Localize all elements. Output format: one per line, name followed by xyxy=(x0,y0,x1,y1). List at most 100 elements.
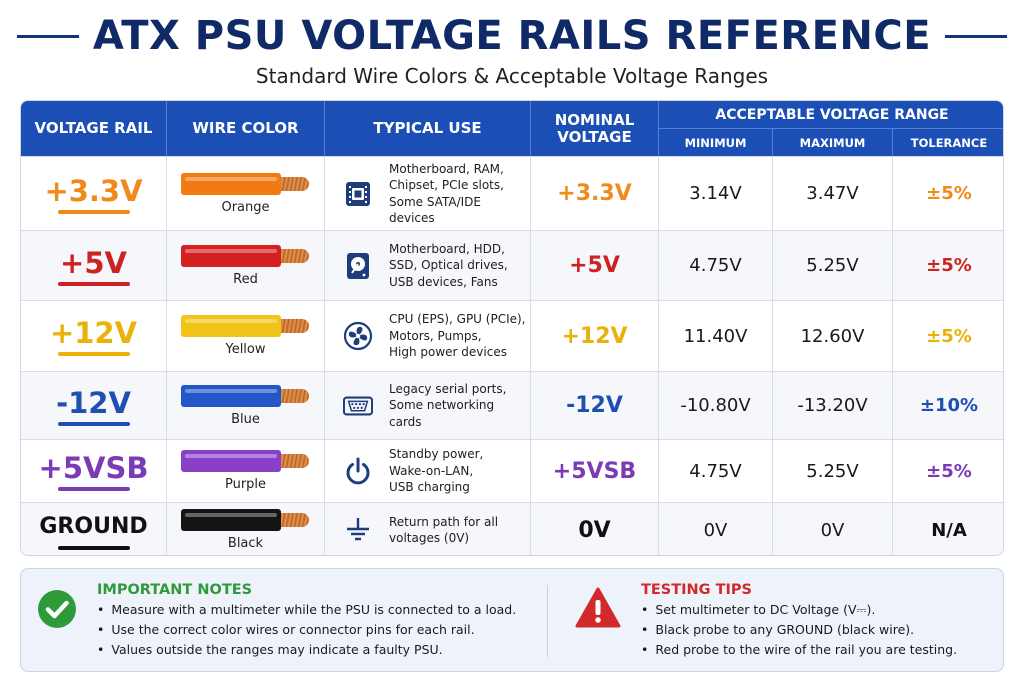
max-voltage: -13.20V xyxy=(797,395,868,416)
rail-label: GROUND xyxy=(39,514,148,539)
min-voltage: 0V xyxy=(703,519,728,541)
use-cell: Legacy serial ports, Some networking cards xyxy=(325,372,531,439)
tolerance-cell: ±5% xyxy=(893,440,1003,502)
wire-color-name: Blue xyxy=(231,411,260,427)
max-cell: -13.20V xyxy=(773,372,893,439)
typical-use-line: Some networking xyxy=(389,398,495,413)
typical-use-line: SSD, Optical drives, xyxy=(389,258,508,273)
nominal-voltage: 0V xyxy=(578,517,611,543)
table-header: VOLTAGE RAIL WIRE COLOR TYPICAL USE NOMI… xyxy=(21,101,1003,156)
nominal-cell: +5V xyxy=(531,231,659,300)
rail-label: +12V xyxy=(49,316,138,350)
rail-label: +5VSB xyxy=(38,451,149,485)
min-voltage: 3.14V xyxy=(689,183,742,204)
tolerance-cell: N/A xyxy=(893,503,1003,555)
table-row: +12V Yellow CPU (EPS), GPU (PCIe), Motors, … xyxy=(21,300,1003,371)
note-item: Black probe to any GROUND (black wire). xyxy=(641,620,957,640)
min-voltage: 11.40V xyxy=(683,325,748,347)
tolerance-cell: ±10% xyxy=(893,372,1003,439)
title-rule-right xyxy=(945,34,1008,38)
max-cell: 3.47V xyxy=(773,157,893,230)
typical-use-text: Return path for all voltages (0V) xyxy=(389,514,498,547)
typical-use-text: Legacy serial ports, Some networking cards xyxy=(389,381,506,431)
tolerance: ±5% xyxy=(926,183,972,204)
typical-use-text: CPU (EPS), GPU (PCIe), Motors, Pumps, High… xyxy=(389,311,526,361)
max-cell: 12.60V xyxy=(773,301,893,371)
important-notes-list: Measure with a multimeter while the PSU … xyxy=(97,600,516,660)
page-subtitle: Standard Wire Colors & Acceptable Voltag… xyxy=(255,64,769,88)
copper-strands-icon xyxy=(280,176,309,191)
min-cell: 4.75V xyxy=(659,440,773,502)
nominal-cell: +5VSB xyxy=(531,440,659,502)
copper-strands-icon xyxy=(280,454,309,468)
rail-cell: +3.3V xyxy=(21,157,167,230)
wire-color-name: Purple xyxy=(224,477,267,492)
min-cell: -10.80V xyxy=(659,372,773,439)
typical-use-line: Motors, Pumps, xyxy=(389,328,482,343)
min-voltage: 4.75V xyxy=(689,255,742,276)
rail-cell: +12V xyxy=(21,301,167,371)
voltage-rails-table: VOLTAGE RAIL WIRE COLOR TYPICAL USE NOMI… xyxy=(20,100,1004,556)
typical-use-line: Return path for all xyxy=(389,514,499,529)
col-header-nominal-line1: NOMINAL xyxy=(554,110,635,129)
min-voltage: -10.80V xyxy=(680,395,751,416)
page-title: ATX PSU VOLTAGE RAILS REFERENCE xyxy=(92,13,932,59)
max-voltage: 0V xyxy=(820,519,845,541)
col-header-min: MINIMUM xyxy=(659,129,773,156)
note-item: Values outside the ranges may indicate a… xyxy=(97,640,516,660)
table-row: +5VSB Purple Standby power, Wake-on-LAN, USB… xyxy=(21,439,1003,502)
col-header-nominal-line2: VOLTAGE xyxy=(557,127,632,146)
rail-underline xyxy=(57,281,130,286)
nominal-cell: +3.3V xyxy=(531,157,659,230)
tolerance: ±5% xyxy=(926,255,972,276)
tolerance: N/A xyxy=(931,519,967,541)
typical-use-line: High power devices xyxy=(389,345,507,360)
notes-panel: IMPORTANT NOTES Measure with a multimete… xyxy=(20,568,1004,672)
use-cell: Motherboard, HDD, SSD, Optical drives, USB… xyxy=(325,231,531,300)
testing-tips-list: Set multimeter to DC Voltage (V⎓).Black … xyxy=(641,600,957,660)
tolerance: ±5% xyxy=(926,325,972,347)
nominal-voltage: +3.3V xyxy=(557,181,632,206)
min-cell: 3.14V xyxy=(659,157,773,230)
nominal-voltage: +5VSB xyxy=(552,458,637,484)
col-header-nominal: NOMINAL VOLTAGE xyxy=(531,101,659,156)
typical-use-line: cards xyxy=(389,414,422,429)
use-cell: Motherboard, RAM, Chipset, PCIe slots, Som… xyxy=(325,157,531,230)
typical-use-text: Standby power, Wake-on-LAN, USB charging xyxy=(389,446,483,496)
use-cell: Return path for all voltages (0V) xyxy=(325,503,531,555)
copper-strands-icon xyxy=(280,513,309,527)
rail-underline xyxy=(57,546,130,550)
cpu-icon xyxy=(343,179,373,209)
table-row: GROUND Black Return path for all voltages (… xyxy=(21,502,1003,555)
typical-use-line: CPU (EPS), GPU (PCIe), xyxy=(389,312,526,327)
use-cell: CPU (EPS), GPU (PCIe), Motors, Pumps, High… xyxy=(325,301,531,371)
wire-color-name: Black xyxy=(227,536,264,551)
nominal-voltage: +12V xyxy=(561,323,628,349)
wire-cell: Orange xyxy=(167,157,325,230)
nominal-voltage: +5V xyxy=(569,253,620,278)
nominal-cell: -12V xyxy=(531,372,659,439)
important-notes-title: IMPORTANT NOTES xyxy=(97,582,253,598)
title-bar: ATX PSU VOLTAGE RAILS REFERENCE xyxy=(0,8,1024,64)
rail-underline xyxy=(57,487,130,491)
rail-cell: +5V xyxy=(21,231,167,300)
typical-use-text: Motherboard, RAM, Chipset, PCIe slots, Som… xyxy=(389,161,530,227)
rail-underline xyxy=(57,352,130,356)
table-row: +5V Red Motherboard, HDD, SSD, Optical driv… xyxy=(21,230,1003,300)
rail-label: +3.3V xyxy=(44,173,143,208)
max-voltage: 5.25V xyxy=(806,460,859,482)
max-voltage: 12.60V xyxy=(800,325,865,347)
note-item: Set multimeter to DC Voltage (V⎓). xyxy=(641,600,957,620)
typical-use-line: USB devices, Fans xyxy=(389,274,498,289)
wire-cell: Purple xyxy=(167,440,325,502)
typical-use-line: Some SATA/IDE devices xyxy=(389,194,481,226)
max-cell: 5.25V xyxy=(773,231,893,300)
wire-swatch xyxy=(180,172,311,195)
tolerance-cell: ±5% xyxy=(893,157,1003,230)
tolerance: ±5% xyxy=(926,460,972,482)
typical-use-line: voltages (0V) xyxy=(389,531,470,545)
checkmark-icon xyxy=(37,589,77,634)
rail-cell: +5VSB xyxy=(21,440,167,502)
col-header-range: ACCEPTABLE VOLTAGE RANGE xyxy=(659,101,1003,129)
typical-use-line: USB charging xyxy=(389,480,470,495)
